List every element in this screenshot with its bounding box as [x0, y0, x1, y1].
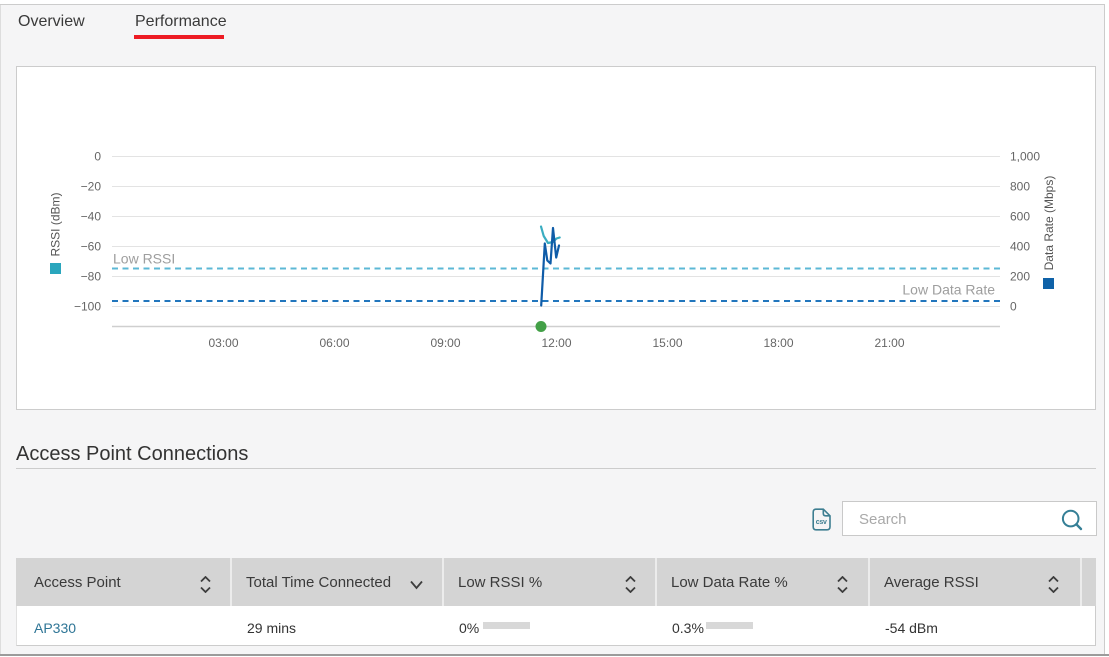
svg-text:RSSI (dBm): RSSI (dBm) — [49, 192, 63, 256]
svg-text:1,000: 1,000 — [1010, 150, 1040, 164]
svg-text:−100: −100 — [74, 300, 101, 314]
svg-text:06:00: 06:00 — [319, 336, 349, 350]
svg-text:200: 200 — [1010, 270, 1030, 284]
svg-text:03:00: 03:00 — [208, 336, 238, 350]
svg-text:−80: −80 — [81, 270, 102, 284]
svg-text:Low Data Rate: Low Data Rate — [902, 282, 995, 298]
svg-text:09:00: 09:00 — [430, 336, 460, 350]
svg-text:12:00: 12:00 — [541, 336, 571, 350]
svg-text:0: 0 — [94, 150, 101, 164]
svg-text:−40: −40 — [81, 210, 102, 224]
svg-text:Data Rate (Mbps): Data Rate (Mbps) — [1042, 176, 1056, 271]
svg-text:400: 400 — [1010, 240, 1030, 254]
svg-text:−60: −60 — [81, 240, 102, 254]
svg-text:18:00: 18:00 — [763, 336, 793, 350]
svg-text:csv: csv — [816, 519, 827, 526]
svg-text:Low RSSI: Low RSSI — [113, 251, 175, 267]
svg-text:21:00: 21:00 — [874, 336, 904, 350]
svg-text:0: 0 — [1010, 300, 1017, 314]
svg-text:15:00: 15:00 — [652, 336, 682, 350]
svg-text:600: 600 — [1010, 210, 1030, 224]
svg-text:800: 800 — [1010, 180, 1030, 194]
svg-text:−20: −20 — [81, 180, 102, 194]
